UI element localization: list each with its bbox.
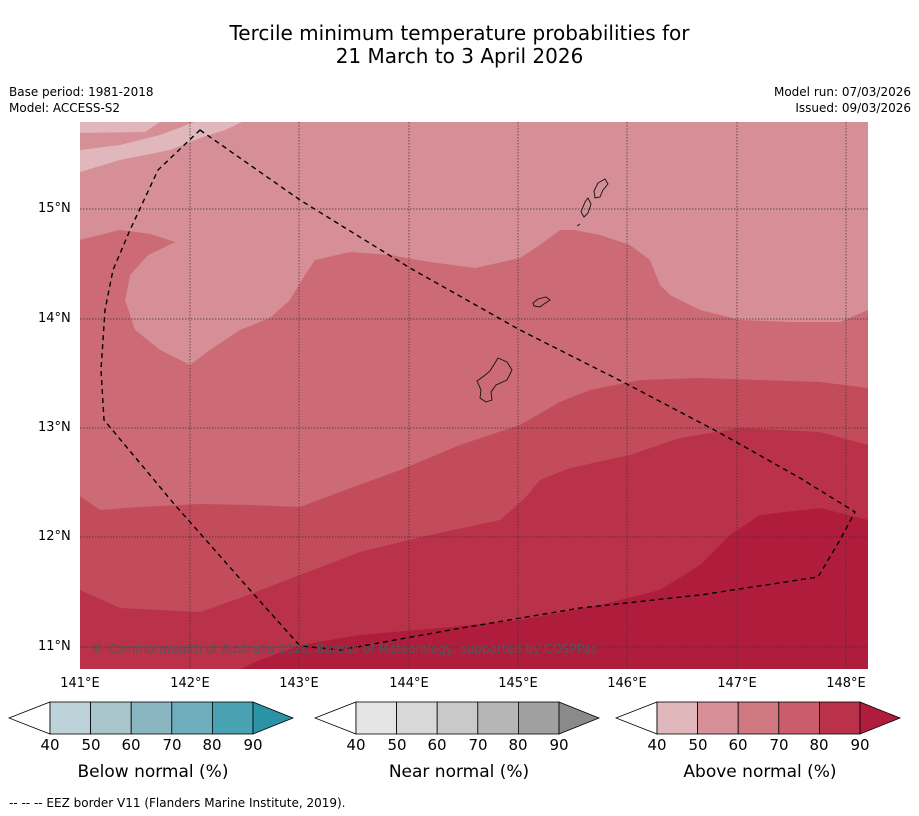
meta-right: Model run: 07/03/2026 Issued: 09/03/2026 bbox=[774, 84, 911, 116]
meta-left: Base period: 1981-2018 Model: ACCESS-S2 bbox=[9, 84, 154, 116]
cb0-tick-60: 60 bbox=[121, 736, 141, 754]
cb0-tick-50: 50 bbox=[81, 736, 101, 754]
colorbar-2-segment-2 bbox=[737, 701, 780, 735]
colorbar-1-under-arrow bbox=[314, 701, 357, 735]
lon-label-147: 147°E bbox=[717, 676, 757, 691]
chart-title: Tercile minimum temperature probabilitie… bbox=[0, 22, 919, 68]
colorbar-title-below: Below normal (%) bbox=[77, 762, 229, 782]
colorbar-0-under-arrow bbox=[8, 701, 51, 735]
cb2-tick-70: 70 bbox=[769, 736, 789, 754]
colorbar-2-segment-4 bbox=[818, 701, 861, 735]
cb2-tick-90: 90 bbox=[850, 736, 870, 754]
islands bbox=[476, 178, 609, 403]
lat-label-12: 12°N bbox=[38, 529, 71, 544]
colorbar-title-above: Above normal (%) bbox=[683, 762, 837, 782]
island-saipan bbox=[593, 178, 609, 199]
grid bbox=[80, 122, 868, 669]
colorbar-0-segment-1 bbox=[90, 701, 132, 735]
cb2-tick-80: 80 bbox=[809, 736, 829, 754]
colorbar-1-over-arrow bbox=[558, 701, 601, 735]
colorbar-0-segment-3 bbox=[171, 701, 213, 735]
colorbar-2-segment-3 bbox=[778, 701, 820, 735]
lat-label-11: 11°N bbox=[38, 639, 71, 654]
cb1-tick-90: 90 bbox=[549, 736, 569, 754]
base-period: Base period: 1981-2018 bbox=[9, 85, 154, 99]
cb1-tick-70: 70 bbox=[468, 736, 488, 754]
colorbar-0-over-arrow bbox=[252, 701, 295, 735]
island-tinian bbox=[580, 197, 592, 218]
colorbar-1-segment-1 bbox=[396, 701, 438, 735]
lon-label-143: 143°E bbox=[279, 676, 319, 691]
island-rota bbox=[532, 296, 551, 308]
lon-label-148: 148°E bbox=[826, 676, 866, 691]
zone-above-40-50 bbox=[80, 122, 242, 172]
probability-map bbox=[80, 122, 868, 669]
cb1-tick-60: 60 bbox=[427, 736, 447, 754]
cb0-tick-90: 90 bbox=[243, 736, 263, 754]
colorbar-below-normal bbox=[8, 701, 295, 735]
island-aguijan bbox=[576, 223, 581, 227]
cb2-tick-60: 60 bbox=[728, 736, 748, 754]
colorbar-title-near: Near normal (%) bbox=[388, 762, 530, 782]
title-line-1: Tercile minimum temperature probabilitie… bbox=[229, 21, 690, 45]
cb0-tick-40: 40 bbox=[40, 736, 60, 754]
cb2-tick-40: 40 bbox=[647, 736, 667, 754]
cb1-tick-80: 80 bbox=[508, 736, 528, 754]
model-name: Model: ACCESS-S2 bbox=[9, 101, 121, 115]
island-guam bbox=[476, 357, 513, 403]
issued-date: Issued: 09/03/2026 bbox=[795, 101, 911, 115]
cb1-tick-40: 40 bbox=[346, 736, 366, 754]
lat-label-13: 13°N bbox=[38, 420, 71, 435]
colorbar-0-segment-2 bbox=[130, 701, 173, 735]
zone-above-50-60 bbox=[80, 122, 868, 365]
colorbar-0-segment-4 bbox=[211, 701, 254, 735]
colorbar-above-normal bbox=[615, 701, 902, 735]
colorbar-near-normal bbox=[314, 701, 601, 735]
colorbar-2-under-arrow bbox=[615, 701, 658, 735]
lon-label-141: 141°E bbox=[60, 676, 100, 691]
lat-label-15: 15°N bbox=[38, 201, 71, 216]
colorbar-2-over-arrow bbox=[859, 701, 902, 735]
lat-label-14: 14°N bbox=[38, 311, 71, 326]
colorbar-2-segment-1 bbox=[697, 701, 739, 735]
lon-label-142: 142°E bbox=[170, 676, 210, 691]
colorbar-0-segment-0 bbox=[49, 701, 91, 735]
lon-label-145: 145°E bbox=[498, 676, 538, 691]
cb0-tick-70: 70 bbox=[162, 736, 182, 754]
colorbar-1-segment-0 bbox=[355, 701, 397, 735]
eez-border bbox=[100, 129, 856, 651]
cb2-tick-50: 50 bbox=[688, 736, 708, 754]
lon-label-144: 144°E bbox=[389, 676, 429, 691]
colorbar-1-segment-2 bbox=[436, 701, 479, 735]
colorbar-2-segment-0 bbox=[656, 701, 698, 735]
copyright-notice: © Commonwealth of Australia 2026, Bureau… bbox=[92, 642, 598, 656]
zone-above-60-70-lobe bbox=[80, 230, 305, 372]
title-line-2: 21 March to 3 April 2026 bbox=[335, 44, 584, 68]
cb1-tick-50: 50 bbox=[387, 736, 407, 754]
lon-label-146: 146°E bbox=[607, 676, 647, 691]
colorbar-1-segment-4 bbox=[517, 701, 560, 735]
model-run: Model run: 07/03/2026 bbox=[773, 85, 911, 99]
eez-footnote: -- -- -- EEZ border V11 (Flanders Marine… bbox=[9, 796, 346, 810]
cb0-tick-80: 80 bbox=[202, 736, 222, 754]
colorbar-1-segment-3 bbox=[477, 701, 519, 735]
